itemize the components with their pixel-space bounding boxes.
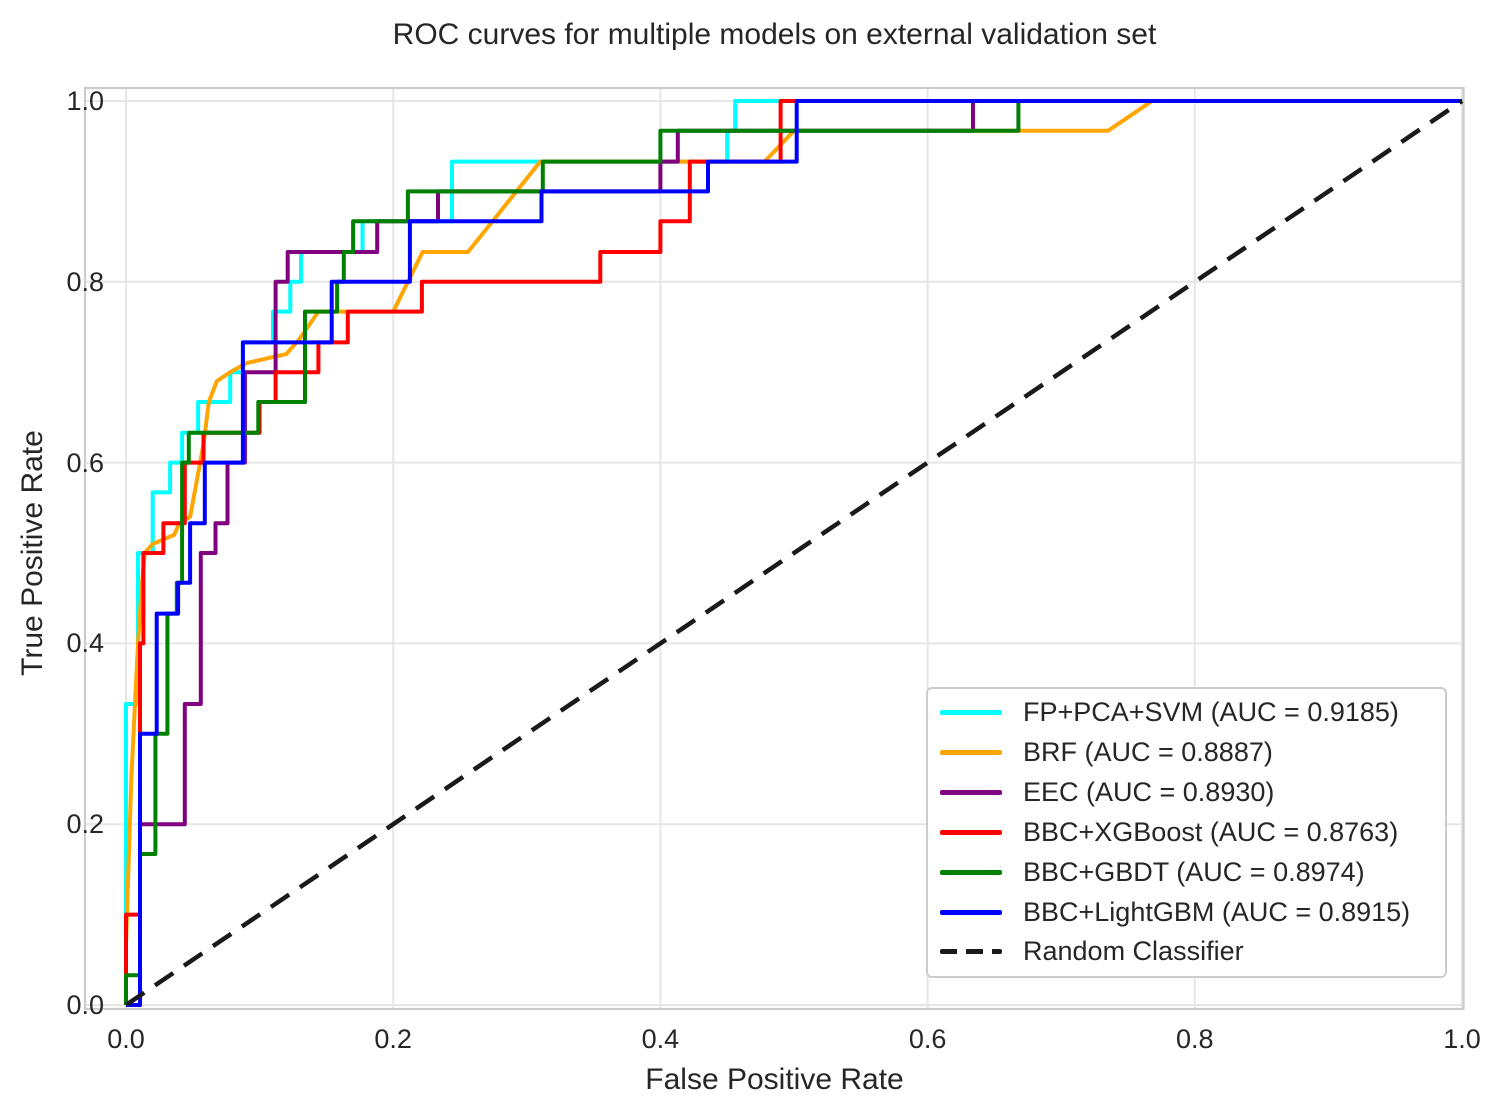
roc-curve-BBC+GBDT [124, 99, 1462, 1005]
x-tick-label: 0.6 [908, 1024, 947, 1054]
legend-entry-BBC+GBDT: BBC+GBDT (AUC = 0.8974) [928, 857, 1445, 888]
x-tick-label: 0.0 [107, 1024, 145, 1054]
roc-curve-EEC [126, 99, 1462, 1007]
legend: FP+PCA+SVM (AUC = 0.9185) BRF (AUC = 0.88… [926, 687, 1447, 978]
legend-dashed-line-sample [940, 949, 1002, 955]
y-tick-label: 0.0 [66, 990, 104, 1020]
x-tick-label: 1.0 [1443, 1024, 1481, 1054]
x-tick-label: 0.4 [641, 1024, 680, 1054]
roc-curve-BBC+XGBoost [124, 99, 1462, 1005]
y-tick-label: 1.0 [66, 86, 104, 116]
legend-entry-Random Classifier: Random Classifier [928, 936, 1445, 967]
x-tick-label: 0.2 [374, 1024, 412, 1054]
legend-line-sample [940, 710, 1002, 716]
legend-line-sample [940, 829, 1002, 835]
legend-entry-BRF: BRF (AUC = 0.8887) [928, 737, 1445, 768]
y-tick-label: 0.6 [66, 447, 104, 478]
roc-curves [124, 99, 1464, 1007]
roc-curve-BBC+LightGBM [126, 99, 1462, 1007]
legend-line-sample [940, 909, 1002, 915]
legend-label: EEC (AUC = 0.8930) [1023, 777, 1275, 808]
legend-entry-FP+PCA+SVM: FP+PCA+SVM (AUC = 0.9185) [928, 697, 1445, 728]
legend-entry-BBC+LightGBM: BBC+LightGBM (AUC = 0.8915) [928, 897, 1445, 928]
legend-label: BBC+LightGBM (AUC = 0.8915) [1023, 896, 1411, 927]
legend-label: BRF (AUC = 0.8887) [1023, 737, 1273, 768]
legend-line-sample [940, 869, 1002, 875]
chart-title: ROC curves for multiple models on extern… [392, 18, 1157, 51]
legend-line-sample [940, 790, 1002, 796]
x-tick-label: 0.8 [1176, 1024, 1214, 1054]
legend-label: FP+PCA+SVM (AUC = 0.9185) [1023, 697, 1399, 728]
y-tick-label: 0.4 [66, 628, 104, 659]
legend-label: BBC+GBDT (AUC = 0.8974) [1023, 856, 1365, 887]
legend-label: BBC+XGBoost (AUC = 0.8763) [1023, 816, 1399, 847]
legend-line-sample [940, 750, 1002, 756]
y-tick-label: 0.8 [66, 266, 104, 297]
legend-label: Random Classifier [1023, 936, 1244, 967]
random-classifier-line [124, 99, 1464, 1007]
y-tick-label: 0.2 [66, 809, 104, 840]
plot-border [83, 86, 1465, 1011]
legend-entry-EEC: EEC (AUC = 0.8930) [928, 777, 1445, 808]
x-axis-label: False Positive Rate [645, 1063, 904, 1096]
legend-entry-BBC+XGBoost: BBC+XGBoost (AUC = 0.8763) [928, 817, 1445, 848]
